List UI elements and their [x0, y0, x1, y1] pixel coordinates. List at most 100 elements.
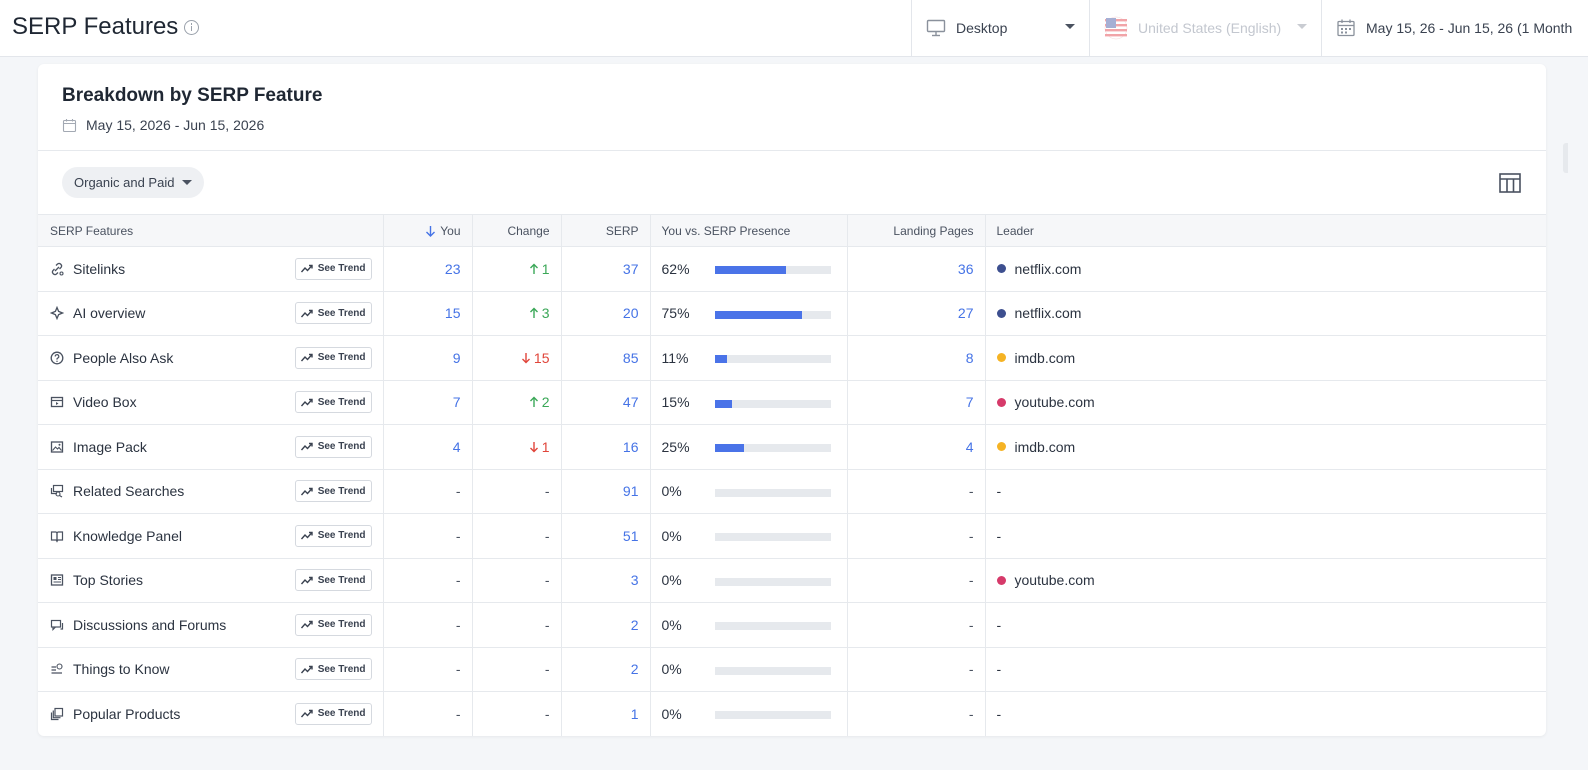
- landing-pages-value[interactable]: 8: [965, 349, 974, 366]
- columns-icon[interactable]: [1498, 172, 1522, 194]
- presence-cell: 15%: [650, 380, 848, 425]
- country-selector[interactable]: United States (English): [1090, 0, 1322, 56]
- see-trend-button[interactable]: See Trend: [294, 480, 372, 503]
- header-leader[interactable]: Leader: [985, 214, 1546, 247]
- see-trend-button[interactable]: See Trend: [294, 302, 372, 325]
- serp-cell: 91: [561, 469, 651, 514]
- serp-cell: 47: [561, 380, 651, 425]
- presence-bar: [714, 355, 831, 364]
- calendar-icon: [1337, 19, 1355, 37]
- change-number: -: [544, 483, 550, 500]
- info-icon[interactable]: [184, 19, 200, 35]
- leader-domain: netflix.com: [1014, 305, 1082, 322]
- table-row: Discussions and Forums See Trend - - 2 0% - -: [38, 602, 1546, 648]
- feature-name[interactable]: Knowledge Panel: [50, 528, 182, 544]
- feature-name[interactable]: People Also Ask: [50, 350, 173, 366]
- serp-value[interactable]: 1: [630, 705, 639, 722]
- feature-name[interactable]: Video Box: [50, 394, 137, 410]
- landing-pages-value[interactable]: 36: [957, 260, 974, 277]
- see-trend-button[interactable]: See Trend: [294, 346, 372, 369]
- change-value: 2: [529, 394, 550, 410]
- you-value[interactable]: 4: [452, 438, 461, 455]
- feature-name[interactable]: AI overview: [50, 305, 145, 321]
- serp-cell: 2: [561, 602, 651, 648]
- date-range-label: May 15, 26 - Jun 15, 26 (1 Month: [1366, 20, 1573, 36]
- serp-value[interactable]: 16: [622, 438, 639, 455]
- serp-value[interactable]: 2: [630, 661, 639, 678]
- presence-percent: 0%: [661, 483, 682, 500]
- leader-color-dot: [996, 353, 1006, 363]
- leader-color-dot: [996, 397, 1006, 407]
- trend-icon: [300, 576, 313, 585]
- date-range-selector[interactable]: May 15, 26 - Jun 15, 26 (1 Month: [1322, 0, 1588, 56]
- related-searches-icon: [50, 485, 64, 498]
- feature-name[interactable]: Image Pack: [50, 439, 147, 455]
- header-landing-pages[interactable]: Landing Pages: [847, 214, 986, 247]
- header-serp-features[interactable]: SERP Features: [38, 214, 384, 247]
- serp-value[interactable]: 3: [630, 572, 639, 589]
- you-value[interactable]: 15: [444, 305, 461, 322]
- serp-features-table: SERP Features You Change SERP You vs. SE…: [38, 214, 1546, 736]
- see-trend-label: See Trend: [317, 530, 366, 542]
- feature-name[interactable]: Top Stories: [50, 572, 143, 588]
- landing-pages-value: -: [968, 705, 974, 722]
- table-row: AI overview See Trend 15 3 20 75% 27 netflix.co…: [38, 291, 1546, 336]
- see-trend-button[interactable]: See Trend: [294, 257, 372, 280]
- header-serp[interactable]: SERP: [561, 214, 651, 247]
- serp-cell: 85: [561, 335, 651, 381]
- presence-percent: 0%: [661, 661, 682, 678]
- scroll-handle[interactable]: [1563, 143, 1568, 173]
- card-date-text: May 15, 2026 - Jun 15, 2026: [86, 117, 265, 133]
- feature-label: Video Box: [73, 394, 137, 411]
- feature-name[interactable]: Discussions and Forums: [50, 617, 226, 633]
- presence-percent: 0%: [661, 705, 682, 722]
- change-value: 15: [521, 350, 550, 366]
- presence-bar: [714, 444, 831, 453]
- you-value: -: [455, 616, 461, 633]
- see-trend-button[interactable]: See Trend: [294, 391, 372, 414]
- trend-icon: [300, 398, 313, 407]
- top-bar: SERP Features Desktop United States (Eng…: [0, 0, 1588, 57]
- landing-pages-cell: 27: [847, 291, 986, 336]
- see-trend-button[interactable]: See Trend: [294, 702, 372, 725]
- change-value: 1: [529, 261, 550, 277]
- serp-value[interactable]: 91: [622, 483, 639, 500]
- serp-value[interactable]: 51: [622, 527, 639, 544]
- see-trend-button[interactable]: See Trend: [294, 569, 372, 592]
- trend-icon: [300, 621, 313, 629]
- traffic-type-filter[interactable]: Organic and Paid: [62, 167, 205, 198]
- header-presence[interactable]: You vs. SERP Presence: [650, 214, 848, 247]
- trend-icon: [300, 487, 313, 496]
- serp-cell: 37: [561, 246, 651, 292]
- you-value: -: [455, 527, 461, 544]
- presence-cell: 0%: [650, 602, 848, 648]
- feature-name[interactable]: Sitelinks: [50, 261, 125, 277]
- change-cell: 2: [472, 380, 562, 425]
- you-value[interactable]: 7: [452, 394, 461, 411]
- serp-value[interactable]: 85: [622, 349, 639, 366]
- feature-label: People Also Ask: [73, 349, 174, 366]
- trend-icon: [300, 665, 313, 674]
- serp-value[interactable]: 37: [622, 260, 639, 277]
- see-trend-button[interactable]: See Trend: [294, 435, 372, 458]
- see-trend-button[interactable]: See Trend: [294, 658, 372, 681]
- see-trend-label: See Trend: [317, 574, 366, 586]
- landing-pages-value[interactable]: 4: [965, 438, 974, 455]
- header-change[interactable]: Change: [472, 214, 562, 247]
- landing-pages-value[interactable]: 27: [957, 305, 974, 322]
- you-value[interactable]: 23: [444, 260, 461, 277]
- header-you[interactable]: You: [383, 214, 473, 247]
- landing-pages-cell: -: [847, 469, 986, 514]
- serp-value[interactable]: 47: [622, 394, 639, 411]
- feature-label: Popular Products: [73, 705, 181, 722]
- device-selector[interactable]: Desktop: [912, 0, 1090, 56]
- feature-name[interactable]: Related Searches: [50, 483, 184, 499]
- you-value[interactable]: 9: [452, 349, 461, 366]
- see-trend-button[interactable]: See Trend: [294, 613, 372, 636]
- landing-pages-value[interactable]: 7: [965, 394, 974, 411]
- serp-value[interactable]: 2: [630, 616, 639, 633]
- feature-name[interactable]: Popular Products: [50, 706, 180, 722]
- serp-value[interactable]: 20: [622, 305, 639, 322]
- feature-name[interactable]: Things to Know: [50, 661, 170, 677]
- see-trend-button[interactable]: See Trend: [294, 524, 372, 547]
